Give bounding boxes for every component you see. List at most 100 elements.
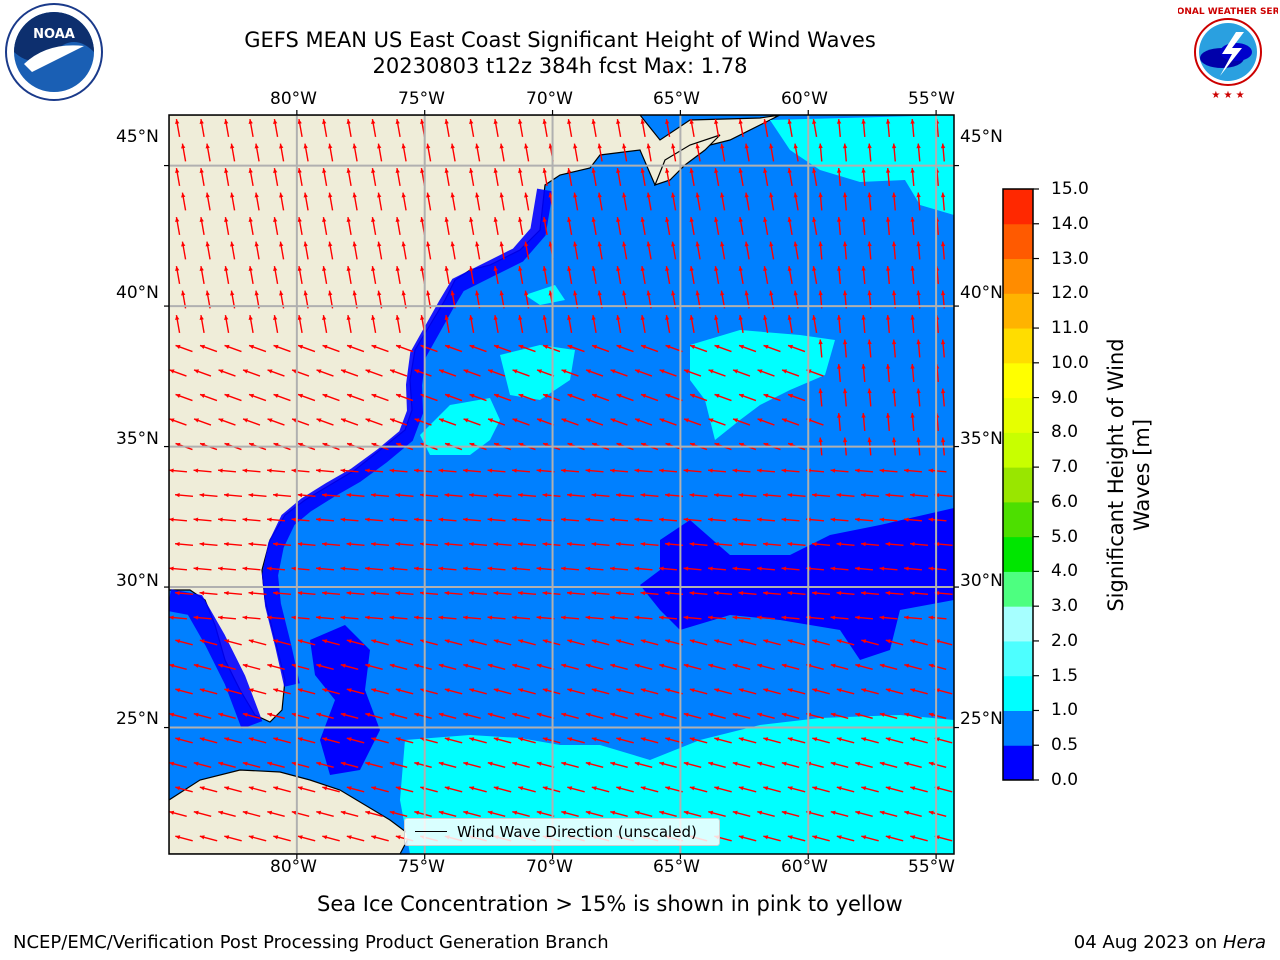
wave-arrow: [248, 688, 267, 695]
wave-arrow: [616, 688, 634, 695]
wave-arrow: [389, 566, 408, 571]
wave-arrow: [781, 468, 800, 473]
wave-arrow: [714, 639, 732, 646]
wave-arrow: [928, 663, 947, 671]
wave-arrow: [904, 663, 922, 671]
wave-arrow: [297, 266, 303, 284]
wave-arrow: [714, 315, 720, 333]
wave-arrow: [493, 168, 499, 186]
wave-arrow: [910, 412, 915, 432]
wave-arrow: [469, 266, 475, 284]
wave-arrow: [346, 217, 352, 235]
wave-arrow: [352, 143, 358, 162]
wave-arrow: [714, 393, 732, 402]
wave-arrow: [591, 590, 610, 596]
wave-arrow: [291, 369, 310, 377]
wave-arrow: [181, 143, 187, 162]
wave-arrow: [616, 344, 634, 353]
wave-arrow: [640, 737, 659, 744]
wave-arrow: [499, 241, 505, 260]
wave-arrow: [573, 241, 579, 260]
wave-arrow: [340, 663, 359, 671]
wave-arrow: [199, 786, 218, 793]
wave-arrow: [855, 663, 873, 671]
wave-arrow: [487, 712, 506, 720]
wave-arrow: [248, 492, 267, 498]
wave-arrow: [842, 143, 848, 162]
wave-arrow: [836, 167, 842, 187]
wave-arrow: [640, 344, 659, 353]
wave-arrow: [346, 737, 365, 744]
wave-arrow: [175, 119, 181, 137]
wave-arrow: [297, 393, 316, 402]
wave-arrow: [328, 241, 334, 260]
wave-arrow: [787, 590, 806, 596]
wave-arrow: [665, 315, 671, 333]
colorbar-segment-13: [1003, 293, 1033, 329]
wave-arrow: [591, 119, 597, 137]
wave-arrow: [395, 217, 401, 235]
wave-arrow: [738, 119, 744, 137]
wave-arrow: [291, 468, 310, 473]
wave-arrow: [658, 615, 678, 620]
wave-arrow: [218, 761, 236, 769]
wave-arrow: [665, 217, 671, 235]
wave-arrow: [610, 761, 628, 769]
colorbar-segment-15: [1003, 223, 1033, 260]
wave-arrow: [419, 541, 439, 547]
wave-arrow: [769, 192, 775, 211]
colorbar-tick-label-3: 1.5: [1051, 665, 1079, 686]
wave-arrow: [199, 688, 218, 695]
wave-arrow: [291, 663, 310, 671]
wave-arrow: [836, 412, 842, 432]
wave-arrow: [346, 688, 365, 695]
wave-arrow: [315, 615, 335, 620]
wave-arrow: [493, 119, 499, 137]
wave-arrow: [560, 468, 580, 473]
wave-arrow: [169, 615, 188, 620]
wave-arrow: [444, 217, 450, 235]
wave-arrow: [744, 143, 750, 162]
wave-arrow: [597, 241, 603, 260]
wave-arrow: [707, 615, 727, 620]
wave-arrow: [640, 590, 659, 596]
wave-arrow: [395, 786, 414, 793]
wave-arrow: [273, 737, 291, 744]
wave-arrow: [512, 369, 530, 377]
wave-arrow: [297, 344, 316, 353]
wave-arrow: [297, 590, 316, 596]
wave-arrow: [591, 688, 610, 695]
wave-arrow: [744, 241, 750, 260]
wave-arrow: [224, 393, 242, 402]
wave-arrow: [291, 615, 310, 620]
wave-arrow: [174, 492, 194, 498]
wave-arrow: [787, 315, 793, 333]
wave-arrow: [910, 688, 928, 695]
wave-arrow: [756, 468, 776, 473]
wave-arrow: [389, 369, 408, 377]
wave-arrow: [365, 761, 383, 769]
wave-arrow: [585, 761, 604, 769]
wave-arrow: [468, 492, 488, 498]
wave-arrow: [248, 786, 267, 793]
wave-arrow: [763, 835, 781, 842]
wave-arrow: [371, 168, 377, 186]
wave-arrow: [867, 339, 872, 358]
wave-arrow: [493, 266, 499, 284]
wave-arrow: [413, 517, 433, 522]
lon-tick-bottom-55w: 55°W: [908, 857, 955, 877]
wave-arrow: [469, 786, 487, 793]
wave-arrow: [365, 418, 383, 426]
wave-arrow: [371, 688, 389, 695]
noaa-logo-icon: NOAA: [5, 3, 103, 101]
wave-arrow: [450, 143, 456, 162]
wave-arrow: [842, 192, 848, 211]
wave-arrow: [683, 369, 702, 377]
wave-arrow: [787, 786, 806, 793]
wave-arrow: [315, 517, 335, 522]
wave-arrow: [683, 566, 702, 571]
colorbar-segment-7: [1003, 501, 1033, 538]
wave-arrow: [322, 315, 328, 333]
wave-arrow: [879, 810, 898, 818]
wave-arrow: [885, 492, 904, 498]
